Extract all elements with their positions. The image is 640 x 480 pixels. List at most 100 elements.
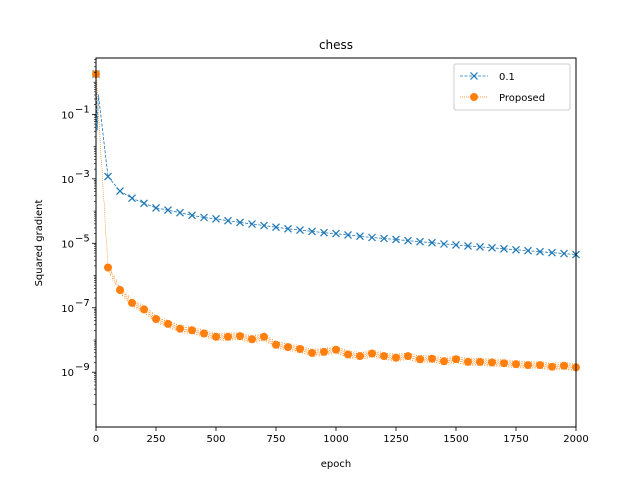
data-point <box>392 235 400 244</box>
data-point <box>476 242 484 251</box>
data-point <box>464 241 472 250</box>
data-point <box>392 353 400 362</box>
data-point <box>104 172 112 181</box>
data-point <box>248 220 256 228</box>
data-point <box>368 349 376 358</box>
data-point <box>356 232 364 241</box>
data-point <box>464 357 472 366</box>
series-0 <box>92 70 580 259</box>
data-point <box>284 343 292 352</box>
data-point <box>320 228 328 237</box>
data-point <box>308 348 316 357</box>
y-axis-title: Squared gradient <box>34 199 45 286</box>
data-point <box>428 354 436 363</box>
plot-frame <box>95 57 577 428</box>
y-tick-label: 10 <box>61 110 74 121</box>
data-point <box>212 214 220 223</box>
data-point <box>224 216 232 225</box>
data-point <box>536 361 544 370</box>
x-axis: 0 250 500 750 1000 1250 1500 1750 2000 <box>93 427 589 445</box>
data-point <box>284 224 292 233</box>
data-point <box>500 359 508 368</box>
y-tick-exponent: −7 <box>75 298 90 309</box>
y-tick-label: 10 <box>61 239 74 250</box>
data-point <box>200 329 208 338</box>
data-point <box>188 326 196 335</box>
x-tick-label: 750 <box>266 434 285 445</box>
data-point <box>560 249 568 258</box>
data-point <box>140 199 148 208</box>
data-point <box>536 247 544 256</box>
legend-label-1: Proposed <box>499 93 545 104</box>
x-tick-label: 2000 <box>563 434 588 445</box>
x-tick-label: 1250 <box>383 434 408 445</box>
data-point <box>452 240 460 249</box>
data-point <box>512 245 520 254</box>
data-point <box>368 233 376 242</box>
legend-marker-x-icon <box>470 72 478 80</box>
x-axis-title: epoch <box>321 459 351 470</box>
data-point <box>404 352 412 361</box>
x-tick-label: 250 <box>146 434 165 445</box>
legend: 0.1 Proposed <box>453 63 571 111</box>
data-point <box>488 358 496 367</box>
data-point <box>140 305 148 314</box>
data-point <box>164 319 172 328</box>
data-point <box>488 243 496 252</box>
data-point <box>260 221 268 230</box>
data-point <box>416 237 424 246</box>
data-point <box>236 218 244 227</box>
x-tick-label: 1750 <box>503 434 528 445</box>
data-point <box>524 361 532 370</box>
data-point <box>224 332 232 341</box>
legend-box <box>453 63 571 111</box>
data-point <box>128 194 136 203</box>
data-point <box>320 347 328 356</box>
data-point <box>560 361 568 370</box>
y-tick-label: 10 <box>61 175 74 186</box>
y-axis: 10−110−310−510−710−9 <box>61 59 96 405</box>
data-point <box>380 234 388 243</box>
series-1 <box>92 70 580 372</box>
data-point <box>296 226 304 235</box>
data-point <box>548 362 556 371</box>
data-point <box>344 230 352 239</box>
data-point <box>428 238 436 247</box>
data-point <box>104 263 112 272</box>
legend-marker-circle-icon <box>470 93 478 101</box>
data-point <box>116 187 124 196</box>
y-tick-exponent: −5 <box>75 233 90 244</box>
data-point <box>176 324 184 333</box>
data-point <box>356 352 364 361</box>
data-point <box>524 246 532 255</box>
data-point <box>164 206 172 215</box>
data-point <box>272 223 280 232</box>
data-point <box>404 236 412 245</box>
data-point <box>500 244 508 253</box>
data-point <box>344 350 352 359</box>
data-point <box>512 360 520 369</box>
data-point <box>152 315 160 323</box>
data-point <box>332 229 340 238</box>
data-point <box>452 355 460 364</box>
data-point <box>296 345 304 353</box>
data-point <box>152 203 160 212</box>
data-point <box>476 357 484 366</box>
y-tick-exponent: −3 <box>75 169 90 180</box>
data-point <box>248 335 256 344</box>
x-tick-label: 1000 <box>323 434 348 445</box>
data-point <box>548 248 556 257</box>
data-point <box>116 286 124 294</box>
data-point <box>236 332 244 341</box>
data-point <box>128 298 136 307</box>
data-point <box>440 357 448 366</box>
data-point <box>308 227 316 236</box>
legend-label-0: 0.1 <box>499 72 515 83</box>
x-tick-label: 500 <box>206 434 225 445</box>
y-tick-exponent: −1 <box>75 104 90 115</box>
y-tick-exponent: −9 <box>75 362 90 373</box>
data-point <box>176 208 184 217</box>
plot-marks <box>92 70 580 372</box>
data-point <box>200 213 208 222</box>
